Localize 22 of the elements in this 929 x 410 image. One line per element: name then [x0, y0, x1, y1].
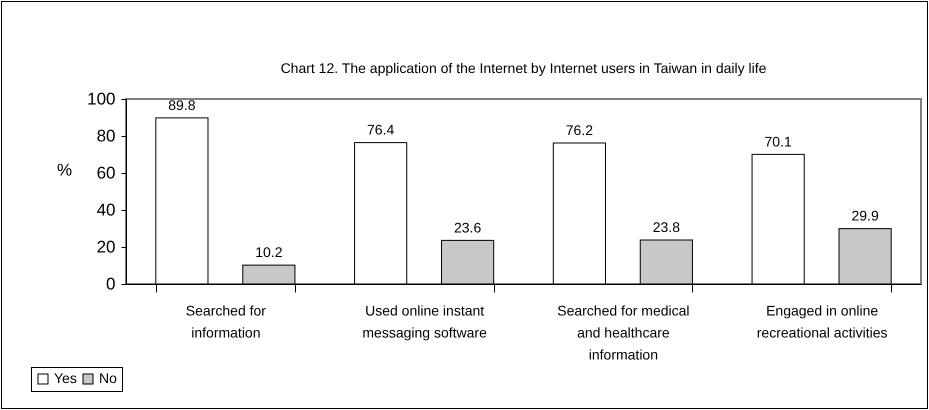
data-label: 23.8: [652, 218, 680, 235]
y-tick-label: 60: [96, 164, 116, 182]
y-tick-label: 80: [96, 126, 116, 146]
x-tick-label: Engaged in online recreational activities: [756, 302, 888, 340]
data-label: 76.2: [566, 122, 594, 138]
data-label: 23.6: [454, 219, 482, 236]
y-tick-label: 40: [96, 200, 116, 220]
data-label: 29.9: [851, 208, 879, 224]
y-axis-title: %: [56, 160, 72, 180]
x-tick-label: Searched for medical and healthcare information: [557, 302, 690, 362]
data-label: 70.1: [764, 133, 792, 150]
chart-title: Chart 12. The application of the Internet by Internet users in Taiwan in daily life: [280, 60, 767, 76]
data-label: 10.2: [255, 244, 283, 260]
data-label: 89.8: [168, 96, 196, 113]
y-tick-label: 20: [96, 238, 116, 256]
x-tick-label: Used online instant messaging software: [362, 302, 488, 340]
legend-label: No: [99, 370, 118, 386]
legend-label: Yes: [54, 370, 77, 386]
x-tick-label: Searched for information: [186, 302, 266, 340]
y-tick-label: 100: [87, 90, 116, 108]
y-tick-label: 0: [106, 274, 116, 294]
data-label: 76.4: [367, 122, 394, 138]
